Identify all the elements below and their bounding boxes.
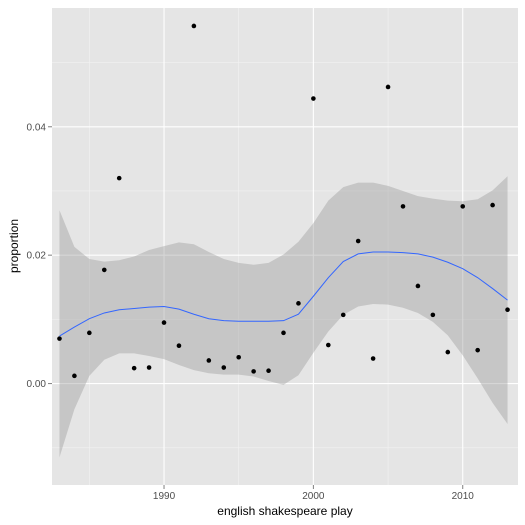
data-point xyxy=(370,356,376,361)
data-point xyxy=(221,365,227,370)
data-point xyxy=(57,336,62,341)
data-point xyxy=(206,358,212,363)
y-axis-title: proportion xyxy=(7,219,21,273)
y-tick-label: 0.00 xyxy=(27,379,47,390)
data-point xyxy=(385,84,391,90)
y-tick-label: 0.02 xyxy=(27,251,47,262)
plot-panel xyxy=(52,8,518,485)
data-point xyxy=(116,175,122,181)
data-point xyxy=(340,312,346,318)
data-point xyxy=(161,320,167,325)
data-point xyxy=(490,202,495,208)
data-point xyxy=(281,330,286,336)
data-point xyxy=(236,354,241,360)
smooth-line xyxy=(59,251,508,337)
confidence-band xyxy=(59,176,508,458)
y-tick-label: 0.04 xyxy=(27,122,47,133)
x-axis-title: english shakespeare play xyxy=(217,504,352,518)
data-point xyxy=(326,342,331,348)
x-tick-label: 2010 xyxy=(452,491,475,502)
x-tick-label: 1990 xyxy=(153,491,176,502)
data-point xyxy=(131,365,137,371)
data-point xyxy=(146,365,152,370)
data-point xyxy=(191,23,197,29)
data-point xyxy=(296,301,301,306)
major-gridlines xyxy=(52,8,518,485)
data-point xyxy=(355,238,361,244)
x-tick-label: 2000 xyxy=(302,491,325,502)
y-axis-ticks: 0.00 0.02 0.04 xyxy=(27,122,52,390)
data-point xyxy=(505,307,510,313)
data-point xyxy=(311,96,316,101)
data-point xyxy=(475,347,480,353)
data-point xyxy=(460,204,466,209)
data-point xyxy=(101,267,107,273)
data-point xyxy=(266,368,271,374)
data-points xyxy=(57,23,510,379)
data-point xyxy=(72,373,77,379)
data-point xyxy=(87,330,92,336)
x-axis-ticks: 1990 2000 2010 xyxy=(153,485,474,502)
data-point xyxy=(176,343,182,348)
data-point xyxy=(430,312,436,318)
data-point xyxy=(415,283,421,289)
data-point xyxy=(400,204,406,209)
data-point xyxy=(251,369,256,374)
data-point xyxy=(445,349,451,355)
